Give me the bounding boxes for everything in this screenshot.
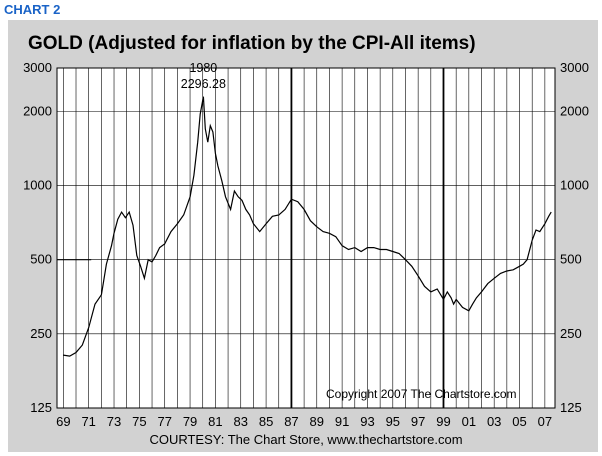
x-tick-label: 01 bbox=[462, 414, 476, 429]
x-tick-label: 05 bbox=[512, 414, 526, 429]
y-tick-label-right: 250 bbox=[560, 326, 582, 341]
x-tick-label: 87 bbox=[284, 414, 298, 429]
x-tick-label: 79 bbox=[183, 414, 197, 429]
courtesy-note: COURTESY: The Chart Store, www.thecharts… bbox=[149, 432, 462, 447]
x-axis-ticks: 69 71 73 75 77 79 81 83 85 87 89 91 93 95 97 99 01 03 05 07 bbox=[56, 414, 552, 429]
x-tick-label: 99 bbox=[436, 414, 450, 429]
y-tick-label-left: 3000 bbox=[23, 60, 52, 75]
x-tick-label: 81 bbox=[208, 414, 222, 429]
y-tick-label-left: 125 bbox=[30, 400, 52, 415]
x-tick-label: 03 bbox=[487, 414, 501, 429]
peak-year-label: 1980 bbox=[189, 61, 217, 75]
gold-price-line bbox=[63, 96, 552, 357]
x-tick-label: 73 bbox=[107, 414, 121, 429]
chart-number-label: CHART 2 bbox=[4, 2, 61, 17]
copyright-note: Copyright 2007 The Chartstore.com bbox=[326, 387, 517, 401]
x-tick-label: 83 bbox=[234, 414, 248, 429]
gold-inflation-chart: GOLD (Adjusted for inflation by the CPI-… bbox=[23, 33, 589, 447]
x-tick-label: 85 bbox=[259, 414, 273, 429]
x-tick-label: 07 bbox=[538, 414, 552, 429]
x-tick-label: 69 bbox=[56, 414, 70, 429]
y-axis-left-ticks: 3000 2000 1000 500 250 125 bbox=[23, 60, 52, 415]
y-tick-label-right: 1000 bbox=[560, 178, 589, 193]
x-tick-label: 89 bbox=[310, 414, 324, 429]
grid-lines bbox=[57, 67, 555, 409]
y-tick-label-left: 2000 bbox=[23, 103, 52, 118]
x-tick-label: 71 bbox=[81, 414, 95, 429]
y-tick-label-right: 2000 bbox=[560, 103, 589, 118]
y-axis-right-ticks: 3000 2000 1000 500 250 125 bbox=[560, 60, 589, 415]
x-tick-label: 95 bbox=[386, 414, 400, 429]
y-tick-label-left: 500 bbox=[30, 252, 52, 267]
chart-title: GOLD (Adjusted for inflation by the CPI-… bbox=[28, 33, 476, 54]
y-tick-label-right: 125 bbox=[560, 400, 582, 415]
x-tick-label: 93 bbox=[360, 414, 374, 429]
plot-area bbox=[56, 67, 556, 409]
peak-value-label: 2296.28 bbox=[181, 77, 226, 91]
y-tick-label-left: 1000 bbox=[23, 178, 52, 193]
x-tick-label: 97 bbox=[411, 414, 425, 429]
y-tick-label-right: 3000 bbox=[560, 60, 589, 75]
x-tick-label: 91 bbox=[335, 414, 349, 429]
y-tick-label-right: 500 bbox=[560, 252, 582, 267]
y-tick-label-left: 250 bbox=[30, 326, 52, 341]
chart-frame: GOLD (Adjusted for inflation by the CPI-… bbox=[8, 20, 598, 452]
x-tick-label: 77 bbox=[157, 414, 171, 429]
x-tick-label: 75 bbox=[132, 414, 146, 429]
